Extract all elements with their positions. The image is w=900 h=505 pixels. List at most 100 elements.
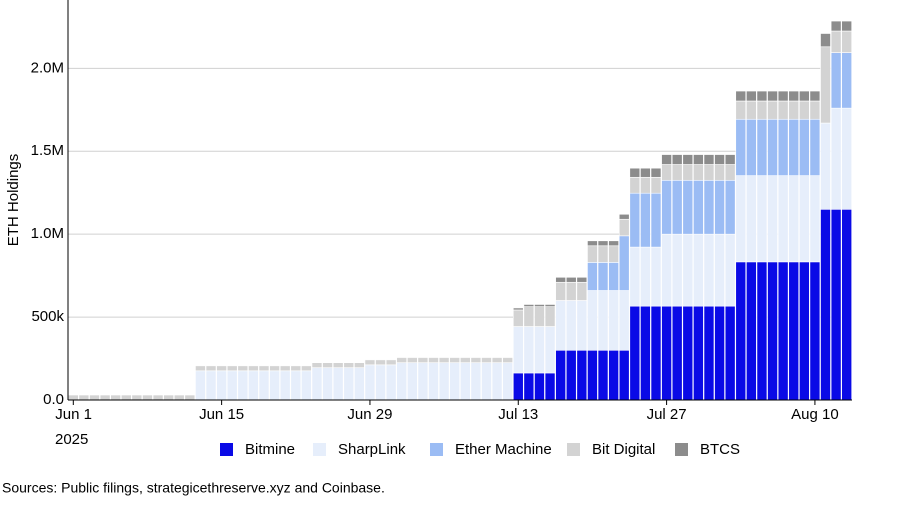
- bar-segment: [512, 372, 524, 401]
- bar-segment: [820, 33, 831, 48]
- bar-segment: [438, 356, 450, 359]
- bar-segment: [481, 357, 492, 363]
- bar-segment: [693, 164, 704, 181]
- bar-segment: [714, 233, 725, 307]
- bar-segment: [470, 357, 482, 363]
- bar-segment: [799, 261, 810, 401]
- bar-segment: [375, 359, 386, 366]
- legend-swatch: [675, 443, 688, 456]
- bar-segment: [269, 365, 280, 372]
- bar-segment: [671, 233, 683, 307]
- bar-segment: [375, 364, 386, 401]
- bar-segment: [459, 356, 471, 359]
- bar-segment: [407, 357, 418, 363]
- bar-segment: [555, 300, 566, 351]
- bar-segment: [809, 90, 821, 102]
- source-note: Sources: Public filings, strategicethres…: [2, 480, 385, 496]
- bar-segment: [767, 100, 778, 120]
- legend-label: BTCS: [700, 441, 740, 458]
- bar-segment: [841, 107, 852, 210]
- bar-segment: [459, 362, 471, 401]
- bar-segment: [544, 306, 556, 327]
- bar-segment: [597, 240, 609, 247]
- bar-segment: [640, 167, 651, 178]
- bar-segment: [735, 90, 747, 102]
- bar-segment: [587, 245, 598, 263]
- bar-segment: [343, 362, 355, 368]
- bar-segment: [756, 261, 768, 401]
- bar-segment: [693, 154, 704, 165]
- bar-segment: [640, 305, 651, 401]
- bar-segment: [269, 370, 280, 401]
- bar-segment: [512, 326, 524, 374]
- bar-segment: [767, 261, 778, 401]
- bar-segment: [682, 305, 694, 401]
- bar-segment: [682, 154, 694, 165]
- bar-segment: [481, 362, 492, 401]
- bar-segment: [576, 300, 588, 351]
- bar-segment: [799, 175, 810, 263]
- bar-segment: [608, 245, 619, 263]
- bar-segment: [629, 305, 641, 401]
- bar-segment: [661, 164, 672, 181]
- bar-segment: [735, 118, 747, 176]
- bar-segment: [735, 261, 747, 401]
- bar-segment: [830, 30, 842, 53]
- bar-segment: [555, 281, 566, 301]
- bar-segment: [799, 100, 810, 120]
- bar-segment: [777, 261, 789, 401]
- bar-segment: [407, 356, 418, 359]
- bar-segment: [820, 46, 831, 124]
- bar-segment: [258, 365, 270, 372]
- bar-segment: [820, 208, 831, 401]
- bar-segment: [459, 357, 471, 363]
- legend-label: SharpLink: [338, 441, 406, 458]
- bar-segment: [746, 118, 757, 176]
- bar-segment: [767, 175, 778, 263]
- legend-swatch: [220, 443, 233, 456]
- bar-segment: [587, 262, 598, 291]
- bar-segment: [216, 370, 227, 401]
- bar-segment: [661, 305, 672, 401]
- bar-segment: [629, 176, 641, 194]
- bar-segment: [587, 240, 598, 247]
- bar-segment: [629, 246, 641, 307]
- bar-segment: [735, 100, 747, 120]
- bar-segment: [78, 394, 90, 401]
- bar-segment: [746, 100, 757, 120]
- x-year-label: 2025: [55, 431, 88, 448]
- bar-segment: [565, 281, 577, 301]
- bar-segment: [523, 306, 535, 327]
- bar-segment: [163, 394, 174, 401]
- bar-segment: [534, 306, 545, 327]
- bar-segment: [671, 179, 683, 235]
- bar-segment: [195, 365, 206, 372]
- bar-segment: [629, 167, 641, 178]
- bar-segment: [237, 370, 249, 401]
- bar-segment: [248, 365, 259, 372]
- bar-segment: [385, 359, 397, 366]
- bar-segment: [788, 100, 800, 120]
- bar-segment: [724, 305, 736, 401]
- bar-segment: [809, 118, 821, 176]
- bar-segment: [216, 365, 227, 372]
- bar-segment: [502, 357, 513, 363]
- bar-segment: [544, 304, 556, 307]
- bar-segment: [237, 365, 249, 372]
- bar-segment: [481, 356, 492, 359]
- bar-segment: [587, 349, 598, 401]
- bar-segment: [438, 357, 450, 363]
- x-tick-label: Jun 29: [347, 406, 392, 423]
- bar-segment: [746, 90, 757, 102]
- bar-segment: [322, 362, 333, 368]
- bar-segment: [650, 167, 662, 178]
- legend-swatch: [313, 443, 326, 456]
- bar-segment: [290, 365, 302, 372]
- x-tick-label: Jul 13: [498, 406, 538, 423]
- bar-segment: [322, 367, 333, 401]
- bar-segment: [714, 305, 725, 401]
- bar-segment: [746, 175, 757, 263]
- bar-segment: [396, 362, 408, 401]
- legend-swatch: [567, 443, 580, 456]
- bar-segment: [354, 362, 365, 368]
